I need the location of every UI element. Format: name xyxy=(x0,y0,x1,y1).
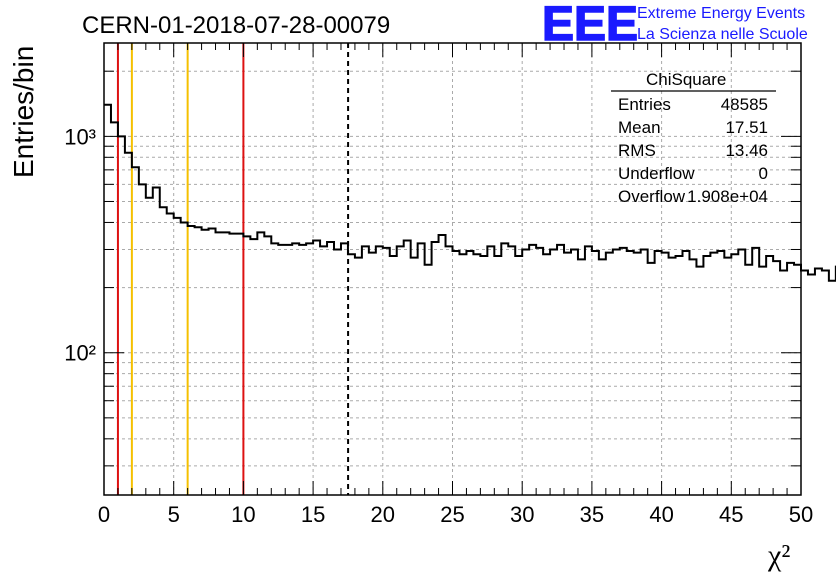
stats-label-overflow: Overflow xyxy=(618,187,686,206)
stats-title: ChiSquare xyxy=(646,70,726,89)
x-tick-label: 5 xyxy=(168,502,180,527)
reference-lines xyxy=(116,43,350,495)
x-tick-label: 20 xyxy=(371,502,395,527)
y-tick-label: 10³ xyxy=(64,124,96,149)
x-tick-label: 0 xyxy=(98,502,110,527)
x-axis-label: χ² xyxy=(767,539,790,572)
histogram-line xyxy=(104,103,836,282)
y-axis-label: Entries/bin xyxy=(8,46,39,178)
x-tick-label: 15 xyxy=(301,502,325,527)
grid xyxy=(104,43,801,495)
x-tick-label: 50 xyxy=(789,502,813,527)
x-tick-labels: 0 5 10 15 20 25 30 35 40 45 50 xyxy=(98,502,813,527)
stats-value-underflow: 0 xyxy=(759,164,768,183)
stats-label-entries: Entries xyxy=(618,95,671,114)
stats-value-entries: 48585 xyxy=(721,95,768,114)
y-tick-labels: 10² 10³ xyxy=(64,124,96,365)
x-tick-label: 10 xyxy=(231,502,255,527)
stats-box: ChiSquare Entries 48585 Mean 17.51 RMS 1… xyxy=(611,70,776,206)
stats-value-mean: 17.51 xyxy=(725,118,768,137)
x-tick-label: 35 xyxy=(580,502,604,527)
y-tick-label: 10² xyxy=(64,341,96,366)
logo-line-2: La Scienza nelle Scuole xyxy=(637,26,808,43)
stats-label-underflow: Underflow xyxy=(618,164,695,183)
x-tick-label: 25 xyxy=(440,502,464,527)
stats-value-overflow: 1.908e+04 xyxy=(687,187,768,206)
x-tick-label: 40 xyxy=(649,502,673,527)
chart-title: CERN-01-2018-07-28-00079 xyxy=(82,12,390,39)
logo-line-1: Extreme Energy Events xyxy=(637,5,805,22)
x-tick-label: 30 xyxy=(510,502,534,527)
stats-label-mean: Mean xyxy=(618,118,661,137)
stats-label-rms: RMS xyxy=(618,141,656,160)
stats-value-rms: 13.46 xyxy=(725,141,768,160)
axis-ticks xyxy=(103,43,802,495)
x-tick-label: 45 xyxy=(719,502,743,527)
